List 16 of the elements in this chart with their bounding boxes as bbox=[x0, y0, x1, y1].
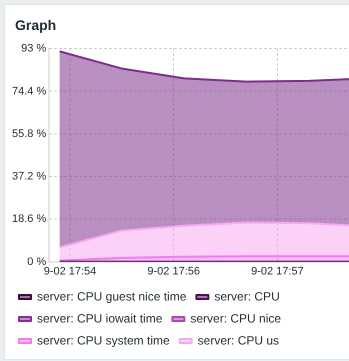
x-tick-label: 9-02 17:54 bbox=[44, 265, 96, 278]
x-tick-label: 9-02 17:57 bbox=[251, 265, 304, 278]
legend-label: server: CPU iowait time bbox=[37, 311, 163, 326]
y-tick-label: 37.2 % bbox=[12, 170, 46, 183]
y-tick-label: 93 % bbox=[21, 42, 46, 55]
y-tick-label: 74.4 % bbox=[12, 85, 46, 98]
chart-title: Graph bbox=[15, 17, 56, 33]
legend-label: server: CPU bbox=[214, 289, 280, 304]
legend-label: server: CPU guest nice time bbox=[37, 289, 187, 304]
legend-label: server: CPU system time bbox=[37, 333, 170, 348]
legend-label: server: CPU nice bbox=[190, 311, 282, 326]
y-tick-label: 0 % bbox=[27, 256, 46, 268]
y-tick-label: 55.8 % bbox=[12, 128, 46, 140]
legend-label: server: CPU us bbox=[198, 333, 280, 348]
x-tick-label: 9-02 17:56 bbox=[147, 265, 200, 278]
y-tick-label: 18.6 % bbox=[12, 213, 46, 226]
